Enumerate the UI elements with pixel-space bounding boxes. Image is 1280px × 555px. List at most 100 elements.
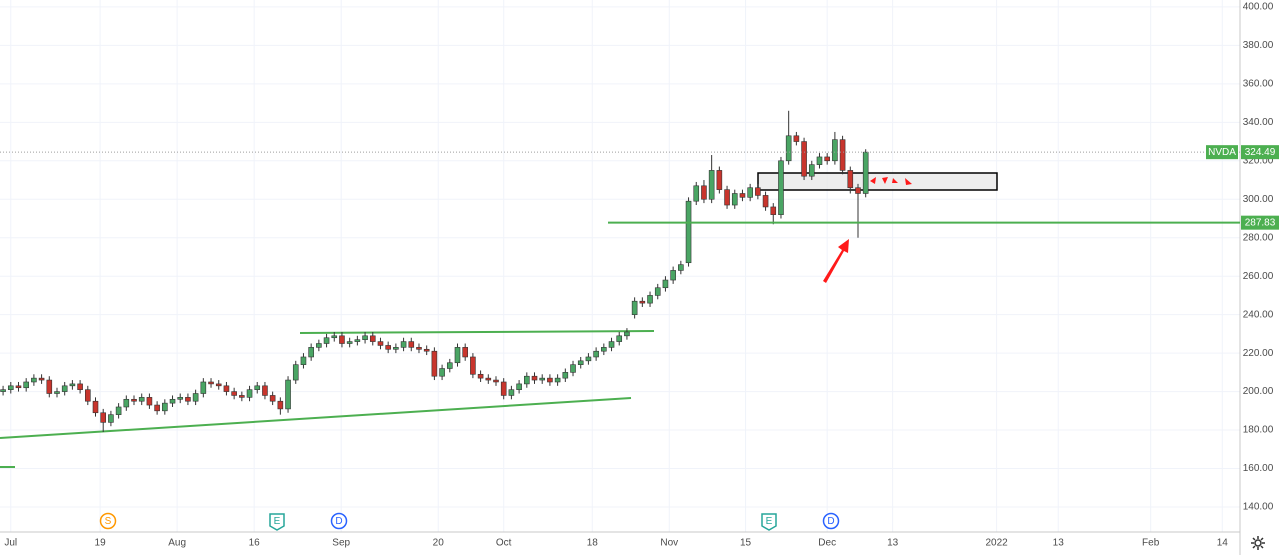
event-badge [330,512,348,530]
candle-body [670,270,676,281]
y-tick-label: 280.00 [1243,232,1274,243]
candle-body [508,389,515,396]
candle-body [54,391,60,394]
y-tick-label: 400.00 [1243,2,1274,13]
candle-body [485,377,492,381]
settings-icon-teeth[interactable] [1251,536,1265,550]
y-tick-label: 240.00 [1243,309,1274,320]
x-tick-label: 18 [587,538,599,549]
candle-body [708,170,715,200]
candle-body [855,187,861,194]
candle-body [0,389,6,392]
event-label: D [827,516,834,527]
candle-body [393,347,399,350]
candle-body [146,397,153,406]
candle-body [377,341,384,346]
candle-body [162,402,168,412]
candle-body [115,406,122,415]
y-tick-label: 260.00 [1243,271,1274,282]
candle-body [61,385,68,392]
x-tick-label: 19 [95,538,107,549]
y-tick-label: 140.00 [1243,502,1274,513]
candle-body [847,170,854,189]
candle-body [331,335,338,339]
candle-body [408,341,415,348]
settings-icon-center[interactable] [1254,539,1262,547]
y-tick-label: 160.00 [1243,463,1274,474]
y-tick-label: 220.00 [1243,348,1274,359]
y-tick-label: 300.00 [1243,194,1274,205]
candle-body [647,295,653,304]
candle-body [577,360,584,365]
candle-body [747,187,753,198]
candle-body [192,393,199,402]
arrows [823,177,912,283]
candle-body [608,341,615,348]
candle-body [462,347,468,358]
candle-body [862,151,869,194]
candle-body [601,347,607,352]
candle-body [308,347,314,358]
candle-body [755,187,761,196]
candle-body [69,383,76,387]
candle-body [678,264,684,271]
candle-body [724,189,730,206]
candle-body [138,397,145,402]
candle-body [385,345,391,350]
candle-body [108,414,114,423]
candle-body [92,400,99,414]
candle-body [431,350,438,377]
event-label: E [766,516,773,527]
candle-body [693,185,700,202]
candle-body [454,347,461,364]
event-label: D [335,516,342,527]
candle-body [23,381,29,389]
candle-body [631,300,638,315]
candle-body [123,398,130,408]
candle-body [169,398,176,404]
candle-body [269,395,276,402]
candle-body [423,348,430,352]
candle-body [77,383,83,390]
candle-body [38,377,45,381]
candle-body [262,385,268,396]
candle-body [770,206,777,215]
candle-body [616,335,623,342]
candle-body [100,412,107,423]
last-price-box [1241,145,1279,160]
y-tick-label: 200.00 [1243,386,1274,397]
candle-body [208,381,214,385]
candle-body [801,141,807,177]
x-tick-label: 20 [433,538,445,549]
candle-body [762,195,769,208]
candle-body [7,385,14,390]
candle-body [793,135,800,142]
arrow [870,177,912,185]
candle-body [500,381,507,396]
symbol-box [1206,145,1238,160]
candle-body [231,391,237,396]
y-tick-label: 360.00 [1243,78,1274,89]
candle-body [185,397,191,402]
candle-body [585,356,592,362]
candle-body [808,164,815,177]
y-tick-label: 320.00 [1243,155,1274,166]
candle-body [292,364,299,381]
x-tick-label: Feb [1142,538,1160,549]
settings-icon[interactable] [1251,536,1265,550]
candle-body [85,389,91,402]
candle-body [277,400,284,410]
candle-body [516,383,522,390]
candle-body [316,343,322,348]
candle-body [593,350,599,358]
candle-body [346,341,353,344]
event-badge [269,513,285,531]
candle-body [446,362,453,369]
y-tick-label: 380.00 [1243,40,1274,51]
candle-body [654,287,661,296]
candle-body [154,404,160,412]
candle-body [239,395,245,398]
x-tick-label: 16 [249,538,261,549]
